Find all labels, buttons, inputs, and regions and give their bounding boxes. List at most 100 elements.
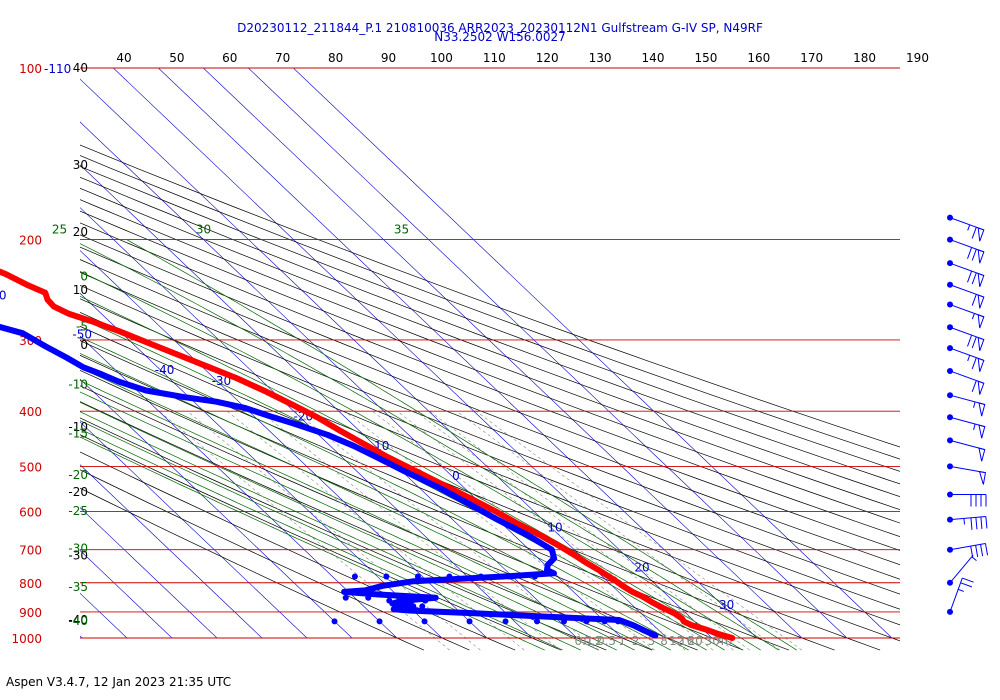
wind-barb	[947, 437, 986, 462]
mixing-ratio-line	[429, 410, 750, 651]
dry-adiabat-line	[80, 176, 900, 485]
mixing-ratio-line	[456, 410, 781, 651]
wind-barb	[947, 414, 986, 439]
isotherm-label: 30	[719, 598, 734, 612]
moist-adiabat-label: 0	[80, 269, 88, 283]
isotherm-label: -40	[155, 363, 175, 377]
theta-left-label: -10	[68, 420, 88, 434]
mixing-ratio-line	[259, 410, 561, 651]
isotherm-line	[80, 207, 533, 639]
pressure-label: 400	[19, 405, 42, 419]
wind-barb	[947, 324, 985, 352]
moist-adiabat-label: -40	[68, 614, 88, 628]
dry-adiabat-line	[80, 385, 698, 651]
chart-location: N33.2502 W156.0027	[434, 30, 566, 44]
wind-barb	[947, 491, 987, 507]
wind-barb	[947, 392, 986, 417]
dewpoint-point	[414, 573, 421, 580]
wind-barb	[947, 345, 985, 372]
isotherm-line	[203, 68, 803, 639]
dewpoint-point	[331, 618, 338, 625]
dry-adiabat-line	[80, 298, 900, 626]
dewpoint-point	[383, 573, 390, 580]
wind-barb	[947, 554, 977, 586]
dewpoint-point	[509, 573, 516, 580]
isotherm-label: 0	[452, 469, 460, 483]
pressure-label: 600	[19, 506, 42, 520]
mixing-ratio-line	[227, 410, 525, 651]
wind-barb	[947, 463, 987, 485]
theta-top-label: 170	[800, 51, 823, 65]
isotherm-label: 20	[634, 560, 649, 574]
dry-adiabat-line	[80, 325, 881, 651]
dewpoint-point	[408, 597, 415, 604]
theta-left-label: -30	[68, 548, 88, 562]
mixing-ratio-label: 0.1	[574, 634, 593, 648]
dewpoint-point	[446, 573, 453, 580]
moist-adiabat-line	[80, 391, 635, 651]
dry-adiabat-line	[80, 187, 900, 498]
dewpoint-point	[583, 618, 590, 625]
pressure-label: 500	[19, 460, 42, 474]
dry-adiabat-line	[80, 451, 516, 651]
dewpoint-point	[365, 594, 372, 601]
moist-adiabat-label: -5	[76, 319, 88, 333]
mixing-ratio-line	[187, 410, 481, 651]
wind-barb	[947, 542, 989, 558]
mixing-ratio-label: 30	[705, 634, 720, 648]
dewpoint-trace	[0, 323, 659, 639]
moist-adiabat-label: -15	[68, 427, 88, 441]
dry-adiabat-line	[80, 246, 900, 566]
mixing-ratio-label: 0.5	[597, 634, 616, 648]
dewpoint-point	[531, 573, 538, 580]
dewpoint-point	[419, 603, 426, 610]
moist-adiabat-label: -20	[68, 468, 88, 482]
theta-left-label: 20	[73, 225, 88, 239]
mixing-ratio-label: 8	[660, 634, 668, 648]
pressure-label: 700	[19, 544, 42, 558]
dewpoint-point	[376, 618, 383, 625]
dry-adiabat-line	[80, 284, 900, 610]
pressure-label: 1000	[11, 632, 42, 646]
dewpoint-point	[477, 573, 484, 580]
dry-adiabat-line	[80, 222, 900, 538]
dewpoint-point	[534, 618, 541, 625]
dewpoint-point	[351, 573, 358, 580]
dewpoint-point	[561, 618, 568, 625]
theta-left-label: 10	[73, 283, 88, 297]
isotherm-line	[80, 507, 218, 639]
isotherm-line	[113, 68, 713, 639]
isotherm-line	[80, 164, 578, 639]
moist-adiabat-line	[80, 295, 743, 651]
dry-adiabat-line	[80, 434, 561, 651]
theta-top-label: 70	[275, 51, 290, 65]
wind-barb	[947, 236, 985, 264]
mixing-ratio-label: 1	[618, 634, 626, 648]
dry-adiabat-line	[80, 144, 900, 448]
background-grid	[80, 68, 900, 651]
moist-adiabat-label: -10	[68, 377, 88, 391]
isotherm-line	[248, 68, 848, 639]
dry-adiabat-line	[80, 259, 900, 580]
wind-barb	[947, 516, 988, 530]
theta-top-label: 100	[430, 51, 453, 65]
wind-barb	[947, 577, 974, 615]
moist-adiabat-line	[80, 380, 653, 651]
dry-adiabat-line	[80, 166, 900, 472]
dry-adiabat-line	[80, 417, 607, 651]
chart-title: D20230112_211844_P.1 210810036 ARR2023_2…	[237, 21, 763, 35]
theta-top-label: 80	[328, 51, 343, 65]
pressure-label: 800	[19, 577, 42, 591]
wind-barb	[947, 301, 985, 329]
theta-left-label: -40	[68, 613, 88, 627]
dewpoint-point	[615, 618, 622, 625]
dewpoint-point	[421, 618, 428, 625]
pressure-label: 900	[19, 606, 42, 620]
isotherm-line	[80, 121, 623, 639]
dewpoint-point	[502, 618, 509, 625]
moist-adiabat-line	[80, 353, 689, 651]
theta-top-label: 110	[483, 51, 506, 65]
mixing-ratio-line	[372, 410, 686, 651]
mixing-ratio-line	[397, 410, 714, 651]
isotherm-label: -30	[212, 374, 232, 388]
